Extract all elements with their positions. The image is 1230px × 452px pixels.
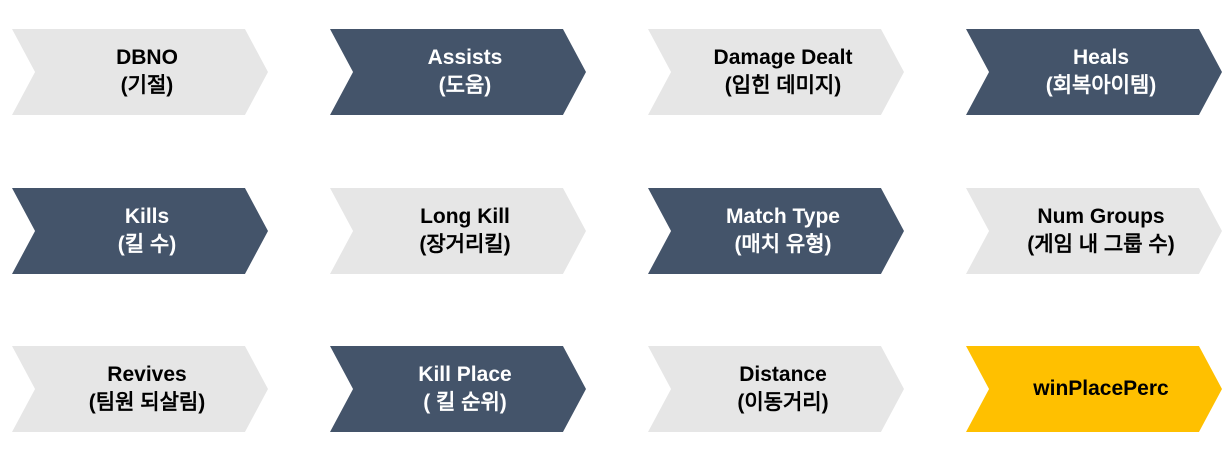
feature-subtitle: (장거리킬) — [419, 233, 511, 256]
feature-subtitle: (매치 유형) — [734, 233, 832, 256]
feature-subtitle: (이동거리) — [737, 391, 829, 414]
feature-subtitle: (회복아이템) — [1045, 74, 1157, 97]
feature-box-revives: Revives (팀원 되살림) — [12, 346, 268, 432]
feature-title: Revives — [107, 363, 187, 386]
feature-title: Num Groups — [1037, 205, 1165, 228]
feature-subtitle: (팀원 되살림) — [88, 391, 206, 414]
feature-subtitle: (게임 내 그룹 수) — [1027, 233, 1175, 256]
feature-subtitle: (도움) — [438, 74, 492, 97]
feature-title: Heals — [1072, 46, 1130, 69]
feature-box-kill-place: Kill Place ( 킬 순위) — [330, 346, 586, 432]
feature-subtitle: ( 킬 순위) — [423, 391, 507, 414]
feature-box-long-kill: Long Kill (장거리킬) — [330, 188, 586, 274]
target-title: winPlacePerc — [1033, 377, 1169, 400]
feature-title: Assists — [427, 46, 503, 69]
feature-title: Kills — [124, 205, 170, 228]
feature-box-dbno: DBNO (기절) — [12, 29, 268, 115]
feature-box-kills: Kills (킬 수) — [12, 188, 268, 274]
feature-box-match-type: Match Type (매치 유형) — [648, 188, 904, 274]
feature-box-distance: Distance (이동거리) — [648, 346, 904, 432]
feature-title: Kill Place — [418, 363, 512, 386]
feature-title: Distance — [739, 363, 827, 386]
feature-title: Damage Dealt — [713, 46, 853, 69]
feature-box-damage-dealt: Damage Dealt (입힌 데미지) — [648, 29, 904, 115]
feature-box-assists: Assists (도움) — [330, 29, 586, 115]
feature-title: Long Kill — [420, 205, 510, 228]
feature-subtitle: (입힌 데미지) — [724, 74, 842, 97]
feature-title: Match Type — [726, 205, 840, 228]
feature-box-num-groups: Num Groups (게임 내 그룹 수) — [966, 188, 1222, 274]
target-box-win-place-perc: winPlacePerc — [966, 346, 1222, 432]
feature-box-heals: Heals (회복아이템) — [966, 29, 1222, 115]
feature-title: DBNO — [116, 46, 178, 69]
feature-subtitle: (킬 수) — [117, 233, 177, 256]
feature-subtitle: (기절) — [120, 74, 174, 97]
